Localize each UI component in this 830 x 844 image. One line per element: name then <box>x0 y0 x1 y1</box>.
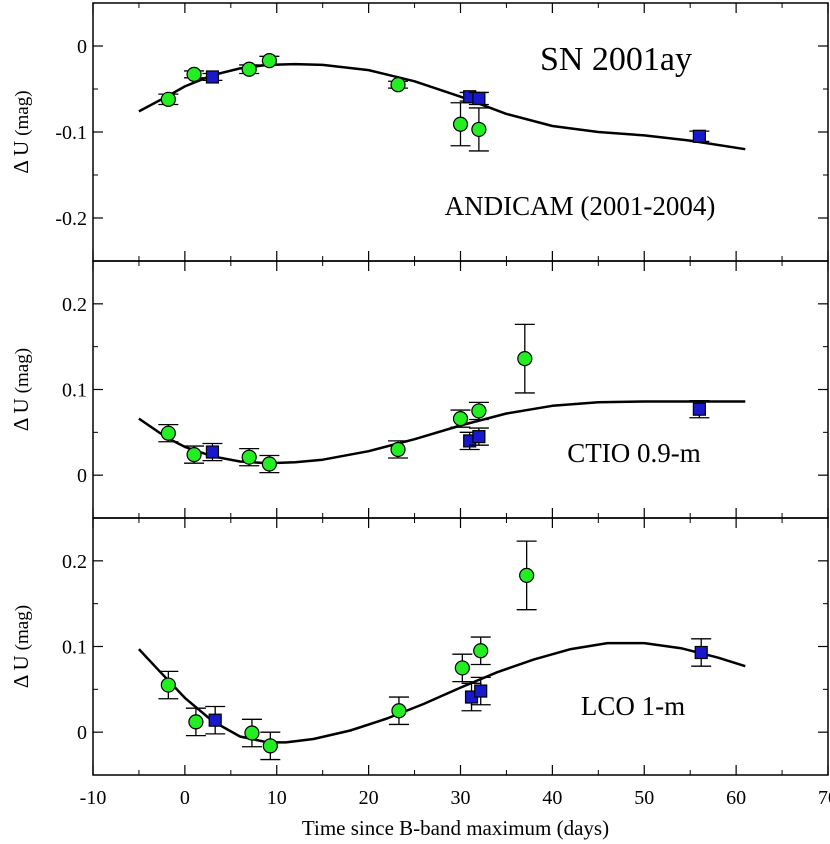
data-point-circle <box>471 121 487 138</box>
y-tick-label: 0.1 <box>62 637 87 659</box>
data-point-square <box>474 684 488 698</box>
data-point-circle <box>473 643 489 659</box>
data-point-circle <box>241 61 257 77</box>
data-point-circle <box>244 725 260 741</box>
panel-annotation: ANDICAM (2001-2004) <box>445 191 716 221</box>
y-tick-label: 0 <box>77 722 87 744</box>
data-point-circle <box>390 77 406 93</box>
x-tick-label: 70 <box>818 787 830 809</box>
y-axis-label: Δ U (mag) <box>9 90 33 173</box>
panel-frame <box>92 260 829 519</box>
y-tick-label: 0 <box>77 36 87 58</box>
panel-0: -0.2 -0.1 0 Δ U (mag) ANDICAM (2001-2004) <box>9 2 829 262</box>
panel-2: 0 0.1 0.2 Δ U (mag) LCO 1-m <box>9 517 829 776</box>
data-point-circle <box>519 567 535 583</box>
data-point-circle <box>188 714 204 730</box>
y-axis-label: Δ U (mag) <box>9 605 33 688</box>
data-point-circle <box>262 738 278 754</box>
data-point-circle <box>160 91 176 107</box>
data-point-square <box>694 645 708 660</box>
x-tick-label: 60 <box>726 787 746 809</box>
data-point-square <box>205 70 220 84</box>
data-point-circle <box>454 660 470 676</box>
data-point-circle <box>471 403 487 419</box>
data-point-circle <box>160 677 176 693</box>
x-tick-label: 0 <box>180 787 190 809</box>
panel-annotation: CTIO 0.9-m <box>567 438 700 468</box>
x-tick-label: 10 <box>267 787 287 809</box>
fit-curve <box>138 62 746 151</box>
data-point-circle <box>241 449 257 465</box>
data-point-square <box>205 445 220 459</box>
x-axis-label: Time since B-band maximum (days) <box>302 816 609 840</box>
data-point-circle <box>186 447 202 463</box>
panel-annotation: LCO 1-m <box>581 691 685 721</box>
x-tick-label: 40 <box>542 787 562 809</box>
x-tick-label: -10 <box>80 787 107 809</box>
y-tick-label: 0.2 <box>62 294 87 316</box>
panel-1: 0 0.1 0.2 Δ U (mag) CTIO 0.9-m <box>9 260 829 519</box>
y-tick-label: -0.2 <box>55 208 87 230</box>
data-point-circle <box>452 116 469 132</box>
data-point-square <box>692 129 706 143</box>
data-point-square <box>208 713 222 727</box>
panel-frame <box>92 517 829 776</box>
data-point-circle <box>160 425 176 441</box>
data-point-circle <box>391 703 407 719</box>
x-tick-label: 30 <box>451 787 471 809</box>
fit-curve <box>138 400 746 465</box>
chart-title: SN 2001ay <box>540 41 692 78</box>
y-tick-label: -0.1 <box>55 122 87 144</box>
data-point-square <box>692 402 706 416</box>
y-axis-label: Δ U (mag) <box>9 348 33 431</box>
y-axis-label-unit: (mag) <box>12 90 33 135</box>
data-point-square <box>472 430 486 444</box>
y-tick-label: 0.2 <box>62 551 87 573</box>
data-point-circle <box>186 66 202 82</box>
y-axis-label-delta: Δ U <box>9 655 33 688</box>
y-axis-label-unit: (mag) <box>12 348 33 393</box>
y-axis-label-unit: (mag) <box>12 605 33 650</box>
data-point-circle <box>517 351 533 367</box>
y-axis-label-delta: Δ U <box>9 398 33 431</box>
data-point-circle <box>261 456 277 472</box>
data-point-circle <box>261 53 277 69</box>
x-tick-label: 20 <box>359 787 379 809</box>
y-tick-label: 0 <box>77 465 87 487</box>
data-point-circle <box>390 441 406 458</box>
y-tick-label: 0.1 <box>62 380 87 402</box>
x-tick-label: 50 <box>634 787 654 809</box>
y-axis-label-delta: Δ U <box>9 141 33 174</box>
data-point-square <box>472 91 486 106</box>
data-point-circle <box>452 411 469 427</box>
